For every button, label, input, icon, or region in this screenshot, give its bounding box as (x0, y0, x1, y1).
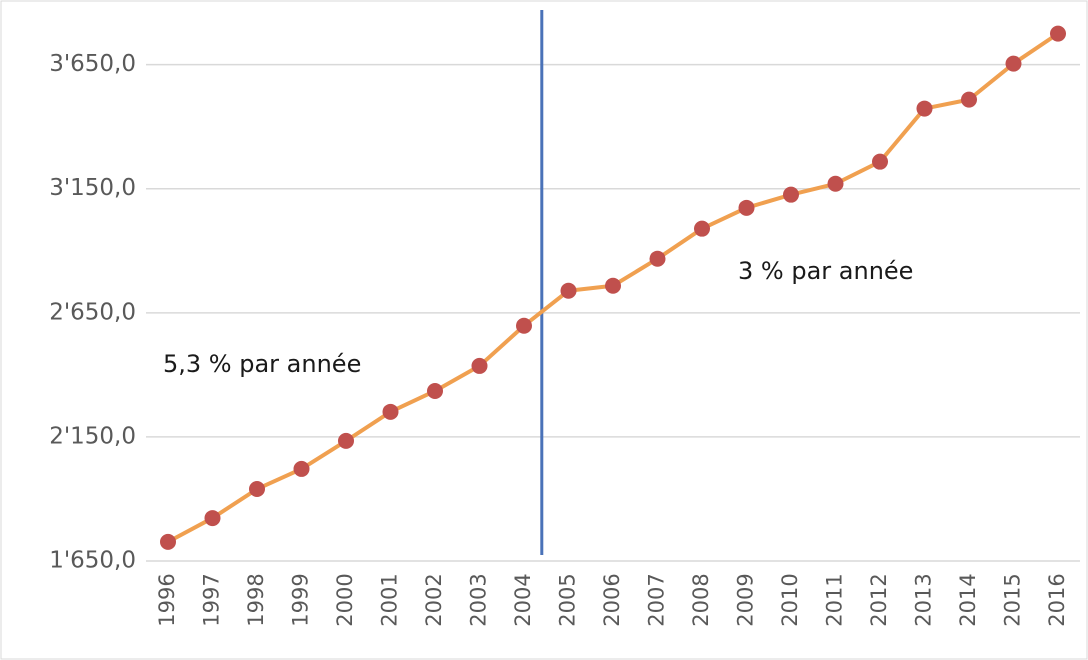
x-tick-label: 2014 (956, 573, 980, 626)
x-tick-label: 2012 (867, 573, 891, 626)
data-point (560, 282, 577, 299)
data-point (827, 175, 844, 192)
data-point (649, 250, 666, 267)
x-tick-label: 2006 (600, 573, 624, 626)
data-point (204, 510, 221, 527)
x-tick-label: 2004 (511, 573, 535, 626)
annotation: 3 % par année (738, 257, 913, 285)
x-tick-label: 2009 (734, 573, 758, 626)
x-tick-label: 2005 (556, 573, 580, 626)
data-point (1050, 25, 1066, 42)
data-point (382, 403, 399, 420)
y-tick-label: 2'650,0 (49, 299, 136, 325)
data-point (160, 533, 176, 550)
data-point (694, 220, 710, 237)
x-tick-label: 1997 (200, 573, 224, 626)
x-tick-label: 2013 (912, 573, 936, 626)
data-point (249, 481, 265, 498)
data-point (516, 317, 532, 334)
data-point (961, 91, 977, 108)
data-point (1005, 55, 1022, 72)
x-tick-label: 2016 (1045, 573, 1069, 626)
x-tick-label: 2008 (689, 573, 713, 626)
data-point (783, 186, 799, 203)
x-tick-label: 1999 (289, 573, 313, 626)
data-point (916, 100, 933, 117)
data-point (471, 357, 488, 374)
y-tick-label: 2'150,0 (49, 423, 136, 449)
data-point (738, 199, 755, 216)
x-tick-label: 2002 (422, 573, 446, 626)
x-tick-label: 2000 (333, 573, 357, 626)
y-tick-label: 3'650,0 (49, 51, 136, 77)
data-point (605, 277, 621, 294)
y-tick-label: 3'150,0 (49, 175, 136, 201)
x-tick-label: 2007 (645, 573, 669, 626)
data-point (872, 153, 888, 170)
x-tick-label: 1996 (155, 573, 179, 626)
data-point (338, 432, 354, 449)
data-point (293, 460, 310, 477)
x-tick-label: 2003 (467, 573, 491, 626)
x-tick-label: 2011 (823, 573, 847, 626)
x-tick-label: 2001 (378, 573, 402, 626)
y-tick-label: 1'650,0 (49, 548, 136, 574)
annotation: 5,3 % par année (163, 350, 361, 378)
x-tick-label: 2010 (778, 573, 802, 626)
x-tick-label: 2015 (1001, 573, 1025, 626)
data-point (427, 382, 443, 399)
x-tick-label: 1998 (244, 573, 268, 626)
